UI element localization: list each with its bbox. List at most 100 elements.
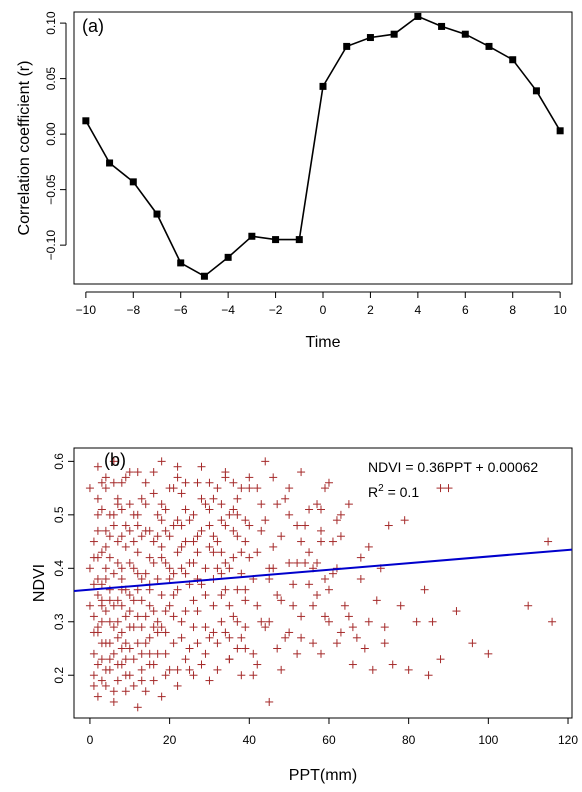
panel-b-point <box>181 569 190 578</box>
r2-letter: R <box>368 484 378 500</box>
panel-b-point <box>133 585 142 594</box>
panel-b-point <box>129 655 138 664</box>
panel-b-point <box>101 542 110 551</box>
panel-b-point <box>117 601 126 610</box>
panel-b-point <box>205 542 214 551</box>
panel-b-point <box>293 649 302 658</box>
panel-b-point <box>177 542 186 551</box>
panel-b-point <box>113 633 122 642</box>
panel-b-point <box>125 500 134 509</box>
panel-b-point <box>177 564 186 573</box>
panel-a-x-tick-label: 10 <box>553 303 567 317</box>
panel-a-point <box>177 259 185 267</box>
panel-b-point <box>141 569 150 578</box>
panel-b-point <box>93 692 102 701</box>
panel-b-point <box>165 564 174 573</box>
panel-a-y-axis-title: Correlation coefficient (r) <box>16 61 33 236</box>
panel-b-point <box>229 478 238 487</box>
panel-b-point <box>245 473 254 482</box>
panel-b-point <box>113 617 122 626</box>
panel-b-point <box>189 537 198 546</box>
panel-a-point <box>248 232 256 240</box>
panel-b-point <box>105 596 114 605</box>
panel-a-x-tick-label: 8 <box>509 303 516 317</box>
panel-b-point <box>213 639 222 648</box>
panel-b-point <box>173 585 182 594</box>
panel-b-point <box>161 526 170 535</box>
panel-b-point <box>221 628 230 637</box>
panel-b-point <box>129 623 138 632</box>
panel-b-point <box>305 505 314 514</box>
panel-a-point <box>366 34 374 42</box>
panel-b-point <box>141 687 150 696</box>
panel-b-point <box>396 601 405 610</box>
panel-b-point <box>93 623 102 632</box>
panel-b-point <box>548 617 557 626</box>
panel-b-point <box>320 574 329 583</box>
panel-b-point <box>181 607 190 616</box>
panel-b-point <box>356 553 365 562</box>
panel-a-point <box>319 82 327 90</box>
panel-b-point <box>237 484 246 493</box>
panel-b-point <box>221 468 230 477</box>
panel-b-point <box>137 676 146 685</box>
panel-b-point <box>189 558 198 567</box>
panel-b-point <box>336 510 345 519</box>
panel-b-point <box>109 569 118 578</box>
panel-b-point <box>253 660 262 669</box>
panel-b-point <box>217 591 226 600</box>
panel-b-point <box>205 521 214 530</box>
panel-b-point <box>265 617 274 626</box>
panel-b-point <box>241 516 250 525</box>
panel-b-point <box>97 548 106 557</box>
panel-a-point <box>438 22 446 30</box>
panel-b-scatter-chart: 0 20 40 60 80 100 120 0.2 0.3 0.4 0.5 0.6 (b) NDVI… <box>31 447 578 784</box>
panel-a-point <box>82 117 90 125</box>
panel-b-point <box>121 521 130 530</box>
panel-b-point <box>293 521 302 530</box>
panel-b-point <box>348 623 357 632</box>
panel-b-point <box>400 516 409 525</box>
panel-b-x-tick-label: 20 <box>163 733 177 747</box>
panel-b-point <box>209 628 218 637</box>
panel-a-series <box>82 12 564 280</box>
panel-b-point <box>109 649 118 658</box>
panel-b-point <box>209 548 218 557</box>
panel-b-point <box>157 500 166 509</box>
panel-b-point <box>89 537 98 546</box>
panel-b-point <box>273 644 282 653</box>
panel-b-point <box>261 516 270 525</box>
panel-b-point <box>424 671 433 680</box>
panel-b-point <box>444 484 453 493</box>
panel-b-point <box>273 591 282 600</box>
panel-b-point <box>117 505 126 514</box>
panel-b-point <box>161 671 170 680</box>
panel-b-point <box>93 591 102 600</box>
panel-b-point <box>121 687 130 696</box>
panel-a-x-tick-label: 6 <box>462 303 469 317</box>
panel-a-point <box>129 178 137 186</box>
panel-b-point <box>177 521 186 530</box>
panel-b-point <box>277 532 286 541</box>
panel-b-point <box>133 703 142 712</box>
panel-b-point <box>328 569 337 578</box>
panel-b-point <box>109 478 118 487</box>
panel-b-point <box>205 633 214 642</box>
panel-b-regression-line <box>73 548 573 593</box>
panel-a-x-tick-label: −10 <box>76 303 97 317</box>
panel-b-point <box>129 681 138 690</box>
panel-b-point <box>97 505 106 514</box>
panel-b-point <box>205 478 214 487</box>
panel-b-point <box>137 596 146 605</box>
panel-b-point <box>209 494 218 503</box>
panel-a-y-tick-label: 0.00 <box>44 122 58 146</box>
panel-b-point <box>317 649 326 658</box>
panel-b-point <box>145 601 154 610</box>
panel-b-point <box>177 617 186 626</box>
panel-b-point <box>165 484 174 493</box>
panel-a-x-tick-label: −4 <box>221 303 235 317</box>
panel-b-point <box>97 655 106 664</box>
panel-b-point <box>89 671 98 680</box>
panel-b-point <box>372 596 381 605</box>
